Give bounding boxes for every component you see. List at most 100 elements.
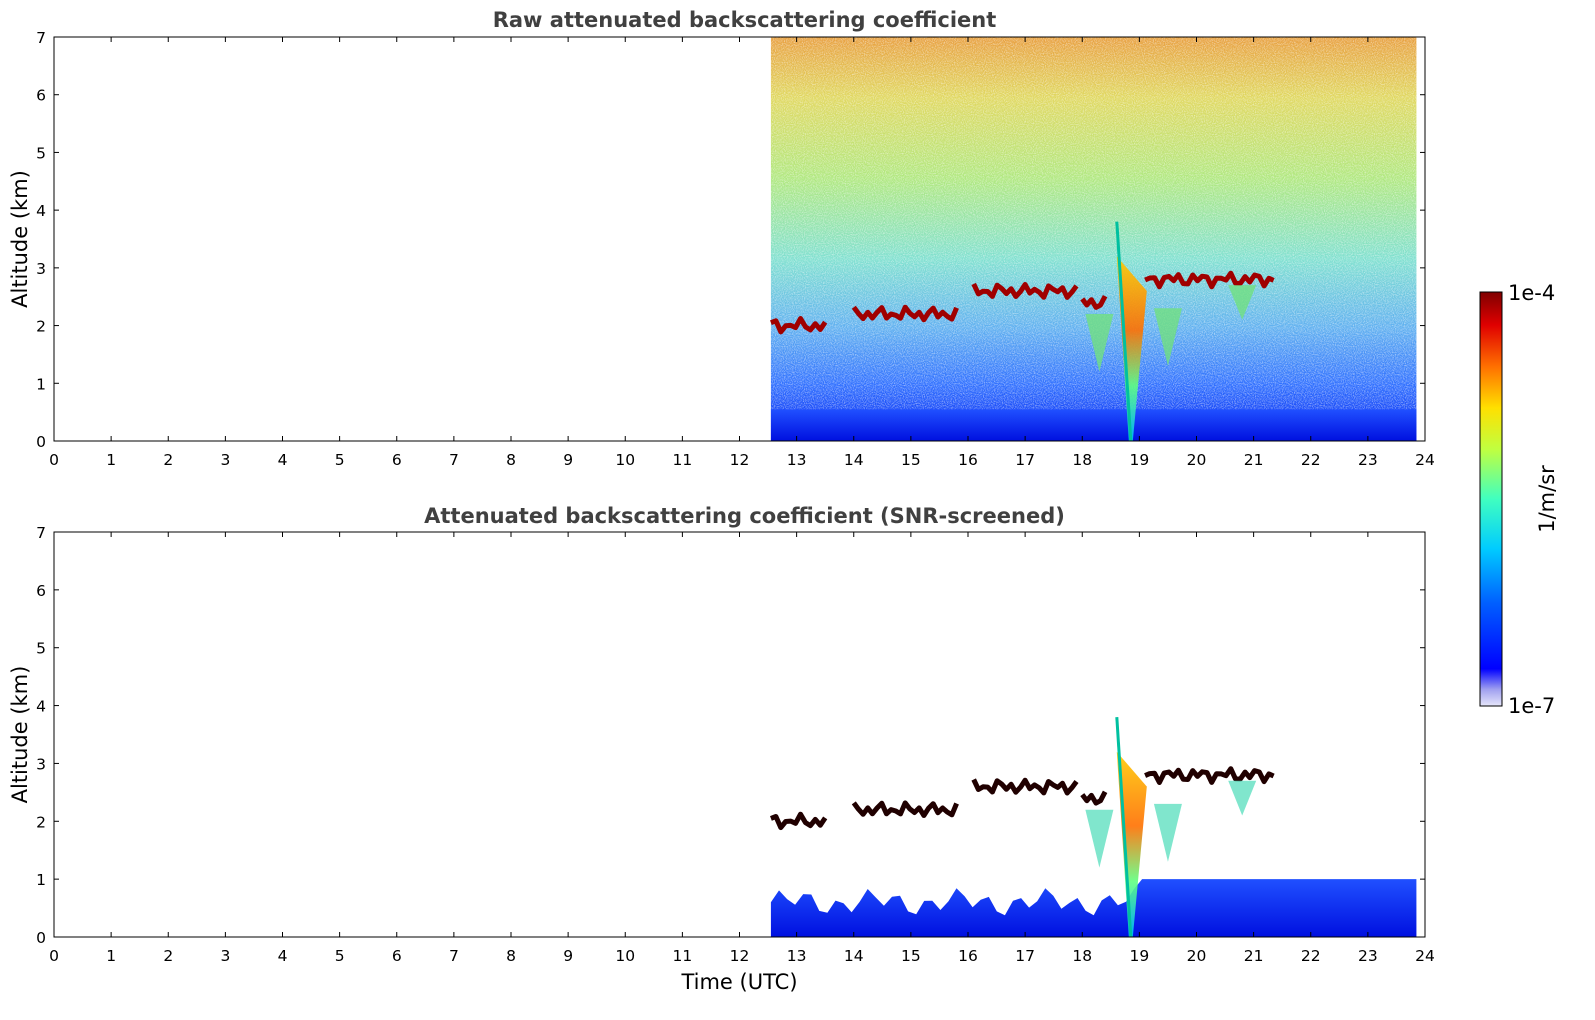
y-axis-label: Altitude (km) bbox=[8, 666, 32, 804]
x-tick-label: 17 bbox=[1015, 451, 1035, 469]
precipitation-streak bbox=[1115, 717, 1133, 937]
x-tick-label: 10 bbox=[615, 947, 635, 965]
y-tick-label: 5 bbox=[36, 640, 46, 658]
data-layer bbox=[770, 717, 1417, 937]
x-tick-label: 24 bbox=[1415, 451, 1435, 469]
x-tick-label: 21 bbox=[1244, 451, 1264, 469]
x-tick-label: 5 bbox=[335, 947, 345, 965]
colorbar-max-label: 1e-4 bbox=[1508, 281, 1555, 305]
x-tick-label: 17 bbox=[1015, 947, 1035, 965]
cloud-base-layer bbox=[971, 282, 1079, 300]
y-tick-label: 3 bbox=[36, 755, 46, 773]
x-tick-label: 20 bbox=[1187, 451, 1207, 469]
plot-frame bbox=[53, 531, 1426, 938]
x-tick-label: 15 bbox=[901, 451, 921, 469]
x-tick-label: 4 bbox=[278, 947, 288, 965]
boundary-layer bbox=[770, 879, 1417, 937]
x-tick-label: 5 bbox=[335, 451, 345, 469]
virga-1 bbox=[1085, 314, 1114, 372]
x-tick-label: 16 bbox=[958, 947, 978, 965]
x-tick-label: 7 bbox=[449, 451, 459, 469]
y-tick-label: 7 bbox=[36, 524, 46, 542]
x-tick-label: 20 bbox=[1187, 947, 1207, 965]
x-tick-label: 13 bbox=[787, 451, 807, 469]
y-tick-label: 2 bbox=[36, 318, 46, 336]
chart-title: Attenuated backscattering coefficient (S… bbox=[424, 504, 1065, 528]
y-tick-label: 0 bbox=[36, 433, 46, 451]
x-tick-label: 18 bbox=[1072, 947, 1092, 965]
x-tick-label: 14 bbox=[844, 451, 864, 469]
virga-3 bbox=[1228, 285, 1257, 320]
x-tick-label: 14 bbox=[844, 947, 864, 965]
precipitation-shaft bbox=[1116, 256, 1147, 441]
y-tick-label: 4 bbox=[36, 698, 46, 716]
cloud-base-layer bbox=[770, 811, 828, 831]
x-tick-label: 2 bbox=[163, 451, 173, 469]
y-tick-label: 1 bbox=[36, 871, 46, 889]
x-tick-label: 1 bbox=[106, 451, 116, 469]
x-tick-label: 9 bbox=[563, 947, 573, 965]
x-tick-label: 0 bbox=[49, 947, 59, 965]
x-tick-label: 15 bbox=[901, 947, 921, 965]
y-tick-label: 1 bbox=[36, 375, 46, 393]
x-tick-label: 16 bbox=[958, 451, 978, 469]
x-tick-label: 9 bbox=[563, 451, 573, 469]
x-tick-label: 3 bbox=[220, 451, 230, 469]
y-tick-label: 6 bbox=[36, 87, 46, 105]
y-tick-label: 0 bbox=[36, 929, 46, 947]
virga-3 bbox=[1228, 780, 1257, 816]
colorbar-min-label: 1e-7 bbox=[1508, 694, 1555, 718]
y-tick-label: 7 bbox=[36, 29, 46, 47]
chart-panel-1: Raw attenuated backscattering coefficien… bbox=[8, 8, 1435, 469]
x-tick-label: 23 bbox=[1358, 451, 1378, 469]
y-tick-label: 3 bbox=[36, 260, 46, 278]
x-axis-label: Time (UTC) bbox=[680, 970, 797, 994]
x-tick-label: 2 bbox=[163, 947, 173, 965]
cloud-base-layer bbox=[770, 316, 828, 335]
y-tick-label: 6 bbox=[36, 582, 46, 600]
x-tick-label: 19 bbox=[1130, 451, 1150, 469]
x-tick-label: 1 bbox=[106, 947, 116, 965]
precipitation-shaft bbox=[1116, 751, 1147, 937]
chart-title: Raw attenuated backscattering coefficien… bbox=[493, 8, 997, 32]
x-tick-label: 8 bbox=[506, 947, 516, 965]
raw-noise-overlay bbox=[770, 37, 1417, 441]
y-tick-label: 2 bbox=[36, 813, 46, 831]
x-tick-label: 12 bbox=[730, 451, 750, 469]
y-tick-label: 4 bbox=[36, 202, 46, 220]
x-tick-label: 11 bbox=[673, 947, 693, 965]
x-tick-label: 23 bbox=[1358, 947, 1378, 965]
cloud-base-layer bbox=[851, 800, 959, 818]
x-tick-label: 8 bbox=[506, 451, 516, 469]
x-tick-label: 10 bbox=[615, 451, 635, 469]
x-tick-label: 11 bbox=[673, 451, 693, 469]
x-tick-label: 13 bbox=[787, 947, 807, 965]
colorbar: 1e-4 1e-7 1/m/sr bbox=[1479, 281, 1559, 718]
cloud-base-layer bbox=[1144, 270, 1275, 290]
x-tick-label: 3 bbox=[220, 947, 230, 965]
virga-2 bbox=[1153, 803, 1182, 862]
x-tick-label: 18 bbox=[1072, 451, 1092, 469]
y-axis-label: Altitude (km) bbox=[8, 170, 32, 308]
cloud-base-layer bbox=[1080, 294, 1108, 310]
virga-2 bbox=[1153, 308, 1182, 366]
x-tick-label: 7 bbox=[449, 947, 459, 965]
colorbar-unit-label: 1/m/sr bbox=[1535, 465, 1559, 533]
cloud-base-layer bbox=[1144, 766, 1275, 785]
x-tick-label: 12 bbox=[730, 947, 750, 965]
x-tick-label: 22 bbox=[1301, 451, 1321, 469]
cloud-base-layer bbox=[1080, 790, 1108, 806]
cloud-base-layer bbox=[851, 304, 959, 323]
chart-panel-2: Attenuated backscattering coefficient (S… bbox=[8, 504, 1435, 994]
x-tick-label: 6 bbox=[392, 451, 402, 469]
x-tick-label: 24 bbox=[1415, 947, 1435, 965]
x-tick-label: 4 bbox=[278, 451, 288, 469]
x-tick-label: 22 bbox=[1301, 947, 1321, 965]
data-layer bbox=[770, 37, 1417, 441]
y-tick-label: 5 bbox=[36, 144, 46, 162]
precipitation-streak bbox=[1115, 221, 1133, 441]
x-tick-label: 0 bbox=[49, 451, 59, 469]
x-tick-label: 21 bbox=[1244, 947, 1264, 965]
x-tick-label: 6 bbox=[392, 947, 402, 965]
